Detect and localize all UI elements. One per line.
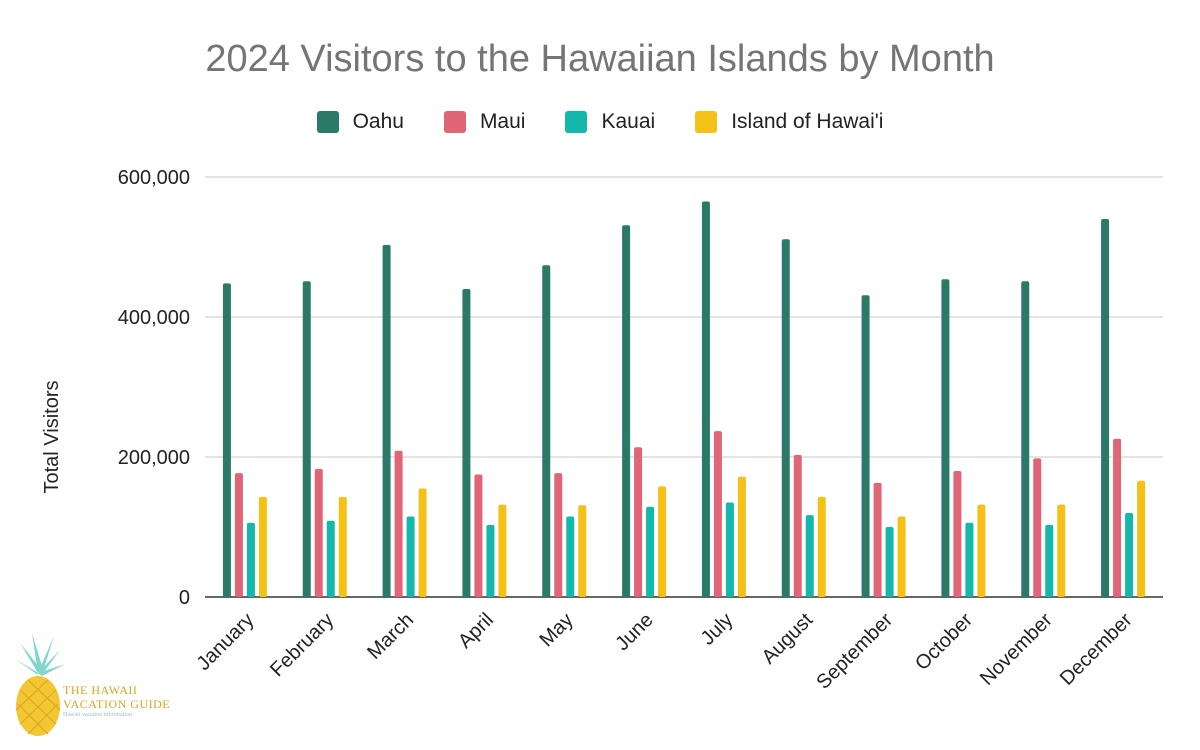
bar-island-of-hawai-i-january <box>258 496 267 597</box>
legend-swatch-kauai <box>565 111 588 133</box>
bar-maui-december <box>1113 438 1122 597</box>
x-tick-label: February <box>266 609 338 681</box>
bar-kauai-january <box>246 522 255 597</box>
bar-maui-november <box>1033 458 1042 597</box>
bar-maui-april <box>474 474 483 597</box>
legend-swatch-island-of-hawaii <box>695 111 718 133</box>
y-tick-label: 200,000 <box>118 447 190 469</box>
bar-island-of-hawai-i-september <box>897 516 906 597</box>
bar-kauai-june <box>646 506 655 597</box>
bar-kauai-december <box>1125 513 1134 597</box>
bar-oahu-february <box>302 281 311 597</box>
chart-title: 2024 Visitors to the Hawaiian Islands by… <box>205 38 995 80</box>
bar-maui-june <box>634 447 643 597</box>
bar-oahu-october <box>941 279 950 597</box>
x-tick-label: August <box>758 609 818 669</box>
bar-island-of-hawai-i-november <box>1057 504 1066 597</box>
logo-tagline: Hawaii vacation information <box>63 712 132 718</box>
x-tick-label: December <box>1056 609 1137 690</box>
bar-island-of-hawai-i-june <box>658 486 667 597</box>
bar-oahu-january <box>222 283 231 597</box>
x-tick-label: October <box>911 609 977 675</box>
bar-kauai-march <box>406 516 415 597</box>
legend: Oahu Maui Kauai Island of Hawai'i <box>0 110 1200 134</box>
bar-island-of-hawai-i-october <box>977 504 986 597</box>
pineapple-logo-icon <box>14 633 65 736</box>
bar-oahu-december <box>1101 219 1110 597</box>
bar-oahu-august <box>781 239 790 598</box>
x-tick-label: March <box>363 609 418 664</box>
legend-label-maui: Maui <box>479 110 526 133</box>
x-tick-label: June <box>611 609 657 655</box>
bar-oahu-april <box>462 289 471 597</box>
legend-item-oahu[interactable]: Oahu <box>316 110 404 134</box>
bar-island-of-hawai-i-december <box>1137 480 1146 597</box>
x-tick-label: November <box>976 609 1057 690</box>
bar-kauai-july <box>725 502 734 597</box>
bar-island-of-hawai-i-march <box>418 488 427 597</box>
legend-label-oahu: Oahu <box>352 110 404 133</box>
logo-text-line2: VACATION GUIDE <box>63 697 171 711</box>
bar-island-of-hawai-i-february <box>338 496 347 597</box>
bar-island-of-hawai-i-august <box>817 496 826 597</box>
bar-kauai-february <box>326 520 335 597</box>
bar-island-of-hawai-i-may <box>578 505 587 597</box>
legend-swatch-maui <box>443 111 466 133</box>
bar-oahu-march <box>382 244 391 597</box>
bar-kauai-november <box>1045 524 1054 597</box>
bar-oahu-november <box>1021 281 1030 597</box>
x-tick-label: September <box>812 609 897 694</box>
bar-maui-may <box>554 473 563 597</box>
x-tick-label: May <box>536 609 578 651</box>
x-tick-label: April <box>454 609 498 653</box>
bar-oahu-july <box>701 201 710 597</box>
bar-kauai-april <box>486 524 495 597</box>
bar-maui-july <box>713 431 722 597</box>
bar-maui-september <box>873 482 882 597</box>
bar-maui-october <box>953 471 962 597</box>
legend-label-kauai: Kauai <box>601 110 656 133</box>
bar-kauai-may <box>566 516 575 597</box>
bar-oahu-may <box>542 265 551 597</box>
bar-island-of-hawai-i-july <box>737 476 746 597</box>
legend-item-maui[interactable]: Maui <box>443 110 526 134</box>
bar-maui-february <box>314 468 323 597</box>
x-tick-label: July <box>697 609 738 650</box>
bar-maui-january <box>234 473 243 597</box>
bar-kauai-october <box>965 522 974 597</box>
bar-oahu-june <box>622 225 631 598</box>
y-tick-label: 400,000 <box>118 307 190 329</box>
bar-maui-march <box>394 450 403 597</box>
legend-item-island-of-hawaii[interactable]: Island of Hawai'i <box>695 110 883 134</box>
bar-kauai-august <box>805 515 814 597</box>
legend-swatch-oahu <box>316 111 339 133</box>
bar-maui-august <box>793 454 802 597</box>
y-tick-label: 600,000 <box>118 167 190 189</box>
bar-island-of-hawai-i-april <box>498 504 507 597</box>
x-tick-label: January <box>193 609 259 675</box>
legend-label-island-of-hawaii: Island of Hawai'i <box>731 110 884 133</box>
bar-kauai-september <box>885 527 894 597</box>
logo-text-line1: THE HAWAII <box>63 683 138 697</box>
legend-item-kauai[interactable]: Kauai <box>565 110 655 134</box>
y-tick-label: 0 <box>179 587 190 609</box>
y-axis-label: Total Visitors <box>41 380 63 493</box>
bar-oahu-september <box>861 295 870 597</box>
